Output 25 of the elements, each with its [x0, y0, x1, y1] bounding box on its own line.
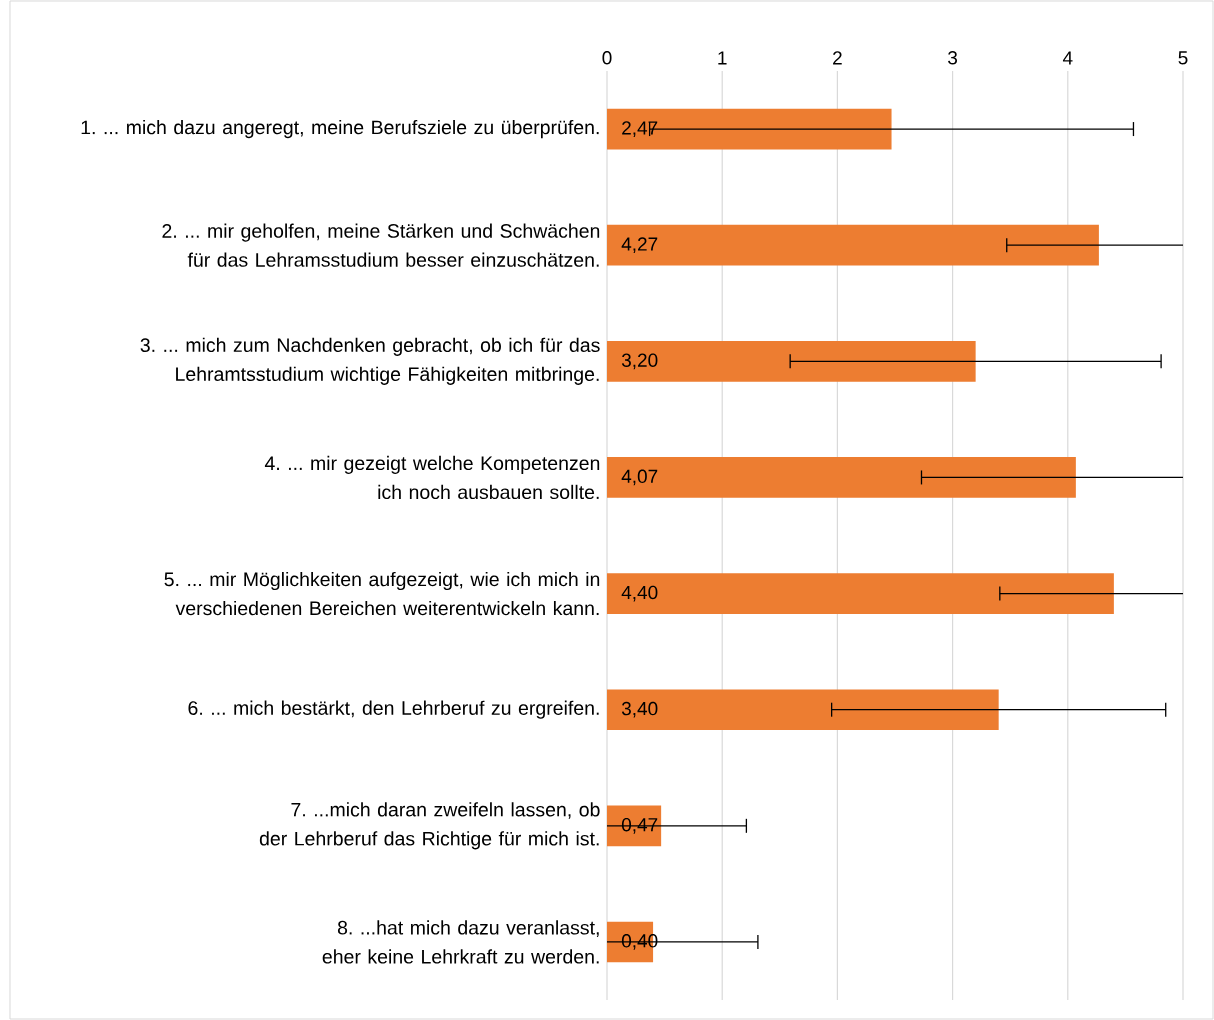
x-tick-label: 4 — [1062, 51, 1073, 65]
x-tick-label: 5 — [1178, 51, 1188, 65]
x-tick-label: 2 — [833, 51, 842, 65]
y-tick-label: 2. ... mir geholfen, meine Stärken und Schwächen für das Lehramsstudium besser einzuschätzen. — [162, 223, 600, 267]
y-tick-label: 6. ... mich bestärkt, den Lehrberuf zu ergreifen. — [188, 700, 599, 719]
y-tick-label: 4. ... mir gezeigt welche Kompetenzen ich noch ausbauen sollte. — [264, 455, 600, 500]
bar — [606, 457, 1076, 498]
y-tick-label: 8. ...hat mich dazu veranlasst, eher keine Lehrkraft zu werden. — [322, 920, 599, 964]
bar — [606, 341, 976, 382]
x-tick-label: 0 — [602, 51, 612, 65]
bar — [606, 689, 999, 731]
data-label: 4,40 — [621, 585, 658, 602]
data-label: 4,27 — [621, 237, 658, 254]
bar — [606, 224, 1099, 266]
y-tick-label: 7. ...mich daran zweifeln lassen, ob der Lehrberuf das Richtige für mich ist. — [259, 802, 600, 850]
y-tick-label: 1. ... mich dazu angeregt, meine Berufsziele zu überprüfen. — [81, 119, 599, 139]
data-label: 3,40 — [621, 701, 658, 718]
bar — [606, 108, 892, 150]
data-label: 3,20 — [621, 353, 658, 370]
y-tick-label: 3. ... mich zum Nachdenken gebracht, ob ich für das Lehramtsstudium wichtige Fähigkeiten mitbringe. — [140, 337, 600, 385]
x-tick-label: 3 — [948, 51, 958, 65]
data-label: 4,07 — [621, 469, 658, 486]
bar — [606, 573, 1114, 614]
x-tick-label: 1 — [718, 51, 727, 65]
y-tick-label: 5. ... mir Möglichkeiten aufgezeigt, wie ich mich in verschiedenen Bereichen weiterentwickeln kann. — [164, 571, 600, 616]
